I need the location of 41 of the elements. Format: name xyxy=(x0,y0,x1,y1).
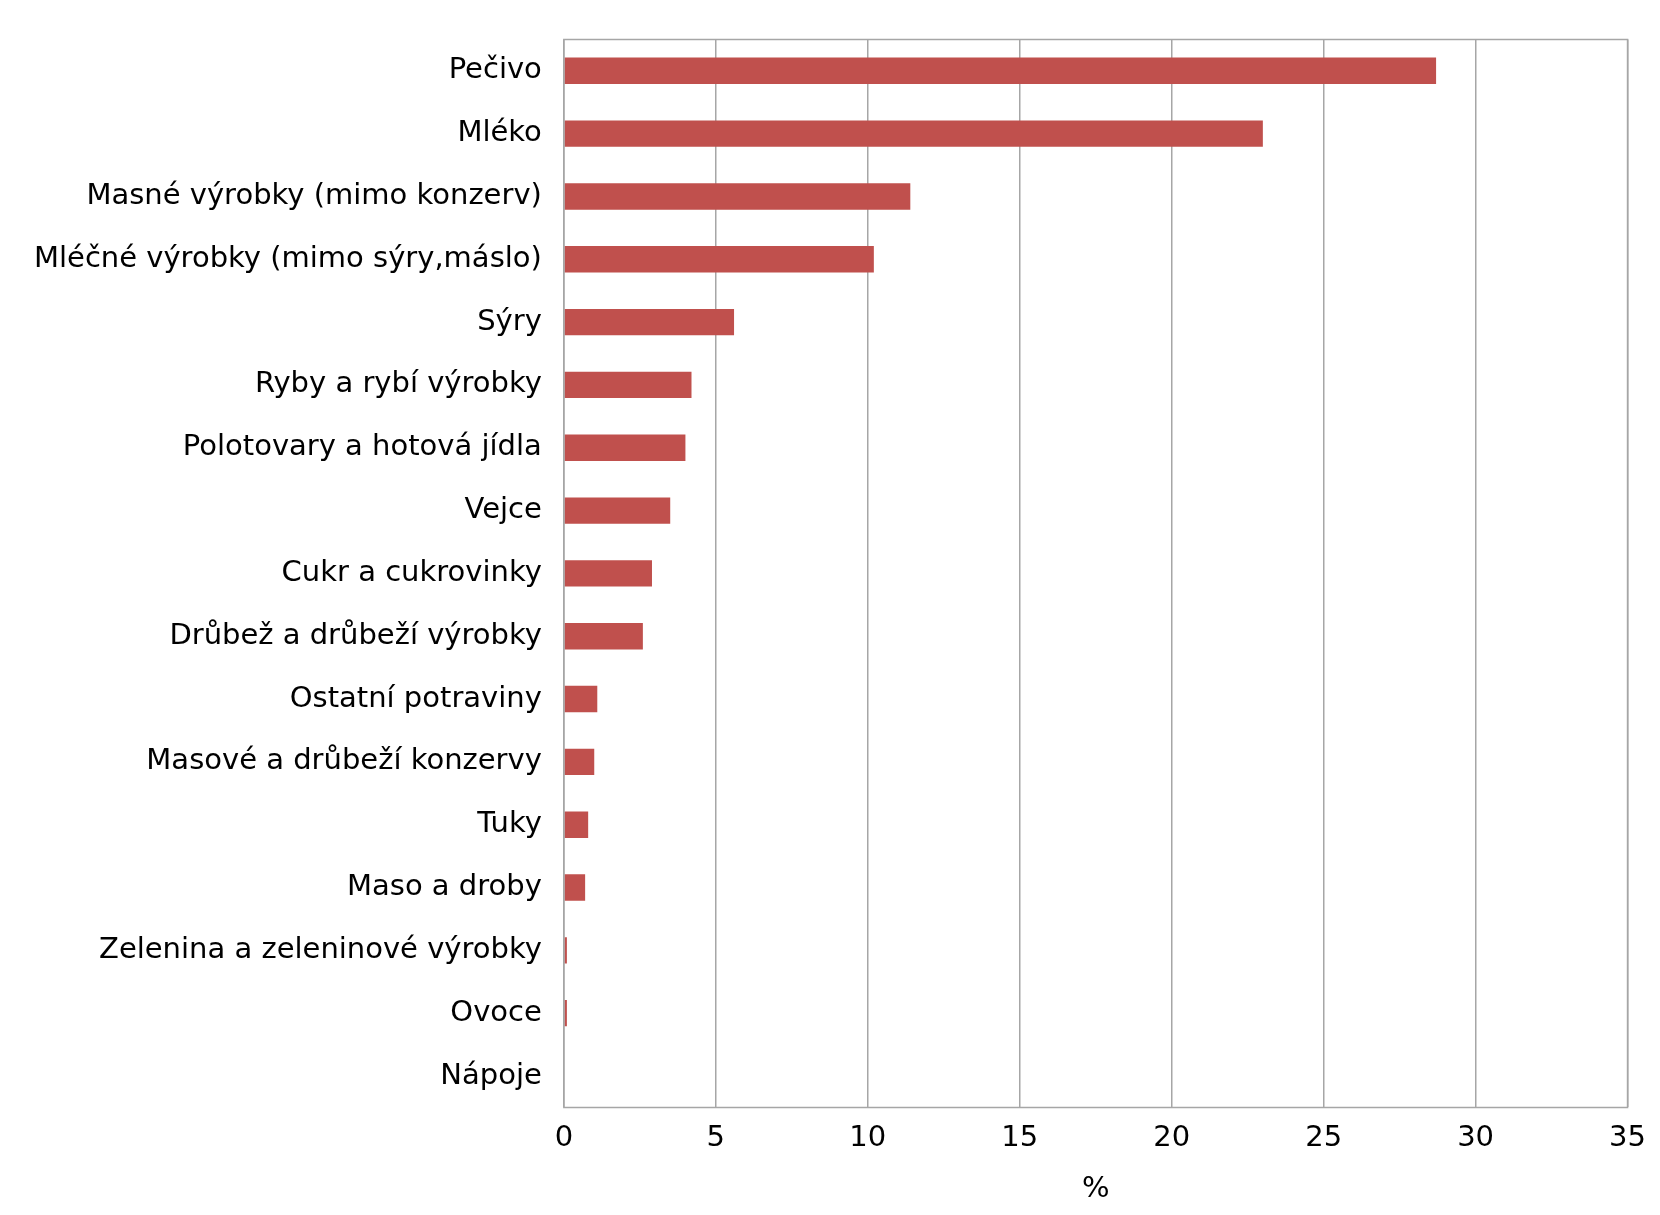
y-tick-label: Zelenina a zeleninové výrobky xyxy=(99,930,542,965)
y-tick-label: Mléko xyxy=(457,114,542,149)
bar xyxy=(564,811,589,838)
y-tick-label: Nápoje xyxy=(440,1056,542,1091)
y-tick-label: Cukr a cukrovinky xyxy=(281,553,542,588)
x-tick-label: 10 xyxy=(849,1119,887,1154)
bar xyxy=(564,748,595,776)
bar xyxy=(564,434,686,461)
x-tick-label: 0 xyxy=(554,1119,574,1154)
bar xyxy=(564,120,1263,147)
x-tick-label: 30 xyxy=(1457,1119,1495,1154)
y-tick-label: Ryby a rybí výrobky xyxy=(254,365,542,400)
x-axis-title: % xyxy=(1081,1170,1110,1205)
y-tick-label: Mléčné výrobky (mimo sýry,máslo) xyxy=(33,239,542,274)
x-tick-label: 5 xyxy=(706,1119,726,1154)
bar xyxy=(564,874,586,901)
bar xyxy=(564,246,874,273)
x-tick-label: 20 xyxy=(1153,1119,1191,1154)
y-tick-label: Ostatní potraviny xyxy=(289,679,542,714)
bar xyxy=(564,623,643,650)
bar xyxy=(564,497,671,524)
y-tick-label: Vejce xyxy=(464,491,542,526)
bar xyxy=(564,57,1437,85)
y-tick-label: Tuky xyxy=(476,805,542,840)
y-tick-label: Masné výrobky (mimo konzerv) xyxy=(86,176,542,211)
y-tick-label: Ovoce xyxy=(450,993,542,1028)
bar xyxy=(564,308,735,336)
y-tick-label: Polotovary a hotová jídla xyxy=(182,428,542,463)
bar xyxy=(564,560,652,587)
y-tick-label: Drůbež a drůbeží výrobky xyxy=(169,616,542,651)
x-tick-label: 25 xyxy=(1305,1119,1343,1154)
bar xyxy=(564,371,692,399)
bar xyxy=(564,937,567,964)
bar xyxy=(564,183,911,210)
y-tick-label: Maso a droby xyxy=(346,868,542,903)
bar xyxy=(564,685,598,713)
y-tick-label: Sýry xyxy=(477,302,542,337)
y-tick-label: Masové a drůbeží konzervy xyxy=(146,742,542,777)
x-tick-label: 35 xyxy=(1609,1119,1646,1154)
x-tick-label: 15 xyxy=(1001,1119,1039,1154)
y-tick-label: Pečivo xyxy=(448,51,542,86)
